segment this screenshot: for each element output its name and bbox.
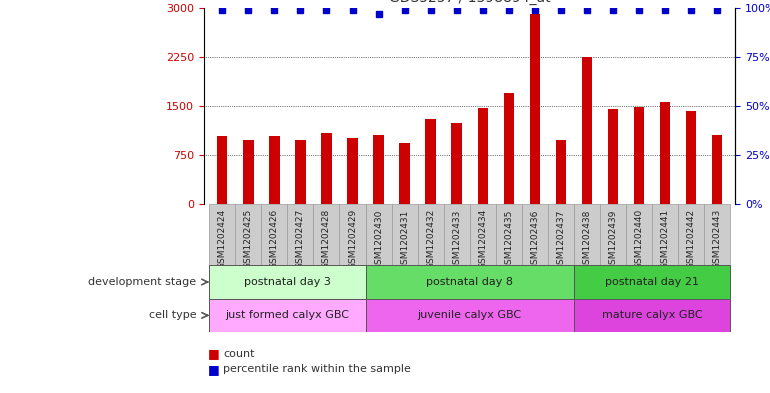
Text: development stage: development stage <box>89 277 196 287</box>
Title: GDS5257 / 1398894_at: GDS5257 / 1398894_at <box>389 0 551 6</box>
Text: GSM1202426: GSM1202426 <box>270 209 279 270</box>
Bar <box>243 140 253 204</box>
Bar <box>321 133 332 204</box>
Bar <box>236 204 261 265</box>
Bar <box>530 15 540 204</box>
Bar <box>496 204 522 265</box>
Bar <box>366 299 574 332</box>
Text: GSM1202438: GSM1202438 <box>582 209 591 270</box>
Bar <box>574 299 730 332</box>
Bar <box>217 136 227 204</box>
Text: GSM1202429: GSM1202429 <box>348 209 357 270</box>
Text: GSM1202433: GSM1202433 <box>452 209 461 270</box>
Bar <box>556 140 566 204</box>
Text: GSM1202442: GSM1202442 <box>687 209 695 269</box>
Text: mature calyx GBC: mature calyx GBC <box>601 310 702 320</box>
Text: GSM1202435: GSM1202435 <box>504 209 514 270</box>
Text: GSM1202432: GSM1202432 <box>426 209 435 270</box>
Bar <box>712 135 722 204</box>
Text: postnatal day 21: postnatal day 21 <box>605 277 699 287</box>
Bar <box>477 108 488 204</box>
Bar <box>704 204 730 265</box>
Bar <box>366 265 574 299</box>
Bar <box>425 119 436 204</box>
Bar <box>634 107 644 204</box>
Text: percentile rank within the sample: percentile rank within the sample <box>223 364 411 375</box>
Bar <box>581 57 592 204</box>
Text: GSM1202437: GSM1202437 <box>557 209 565 270</box>
Text: GSM1202431: GSM1202431 <box>400 209 409 270</box>
Bar <box>574 204 600 265</box>
Bar <box>373 135 383 204</box>
Bar <box>522 204 547 265</box>
Bar <box>470 204 496 265</box>
Text: juvenile calyx GBC: juvenile calyx GBC <box>417 310 522 320</box>
Bar <box>608 109 618 204</box>
Text: GSM1202428: GSM1202428 <box>322 209 331 270</box>
Bar <box>600 204 626 265</box>
Text: ■: ■ <box>208 347 219 360</box>
Bar <box>504 93 514 204</box>
Text: just formed calyx GBC: just formed calyx GBC <box>226 310 350 320</box>
Text: GSM1202441: GSM1202441 <box>661 209 670 270</box>
Bar <box>287 204 313 265</box>
Bar <box>686 111 696 204</box>
Bar <box>626 204 652 265</box>
Text: GSM1202425: GSM1202425 <box>244 209 253 270</box>
Bar <box>313 204 340 265</box>
Text: postnatal day 3: postnatal day 3 <box>244 277 331 287</box>
Text: GSM1202434: GSM1202434 <box>478 209 487 270</box>
Bar <box>417 204 444 265</box>
Bar <box>392 204 417 265</box>
Bar <box>366 204 392 265</box>
Bar <box>400 143 410 204</box>
Bar <box>209 299 366 332</box>
Text: ■: ■ <box>208 363 219 376</box>
Text: GSM1202439: GSM1202439 <box>608 209 618 270</box>
Bar <box>451 123 462 204</box>
Bar <box>547 204 574 265</box>
Bar <box>261 204 287 265</box>
Bar <box>660 101 670 204</box>
Text: GSM1202436: GSM1202436 <box>531 209 539 270</box>
Text: GSM1202427: GSM1202427 <box>296 209 305 270</box>
Bar <box>209 204 236 265</box>
Bar <box>574 265 730 299</box>
Text: postnatal day 8: postnatal day 8 <box>427 277 513 287</box>
Bar <box>678 204 704 265</box>
Text: count: count <box>223 349 255 359</box>
Bar <box>652 204 678 265</box>
Text: GSM1202440: GSM1202440 <box>634 209 644 270</box>
Bar <box>444 204 470 265</box>
Bar <box>209 265 366 299</box>
Text: GSM1202424: GSM1202424 <box>218 209 227 269</box>
Text: GSM1202443: GSM1202443 <box>712 209 721 270</box>
Bar <box>347 138 358 204</box>
Bar <box>295 140 306 204</box>
Bar <box>340 204 366 265</box>
Bar <box>270 136 280 204</box>
Text: cell type: cell type <box>149 310 196 320</box>
Text: GSM1202430: GSM1202430 <box>374 209 383 270</box>
